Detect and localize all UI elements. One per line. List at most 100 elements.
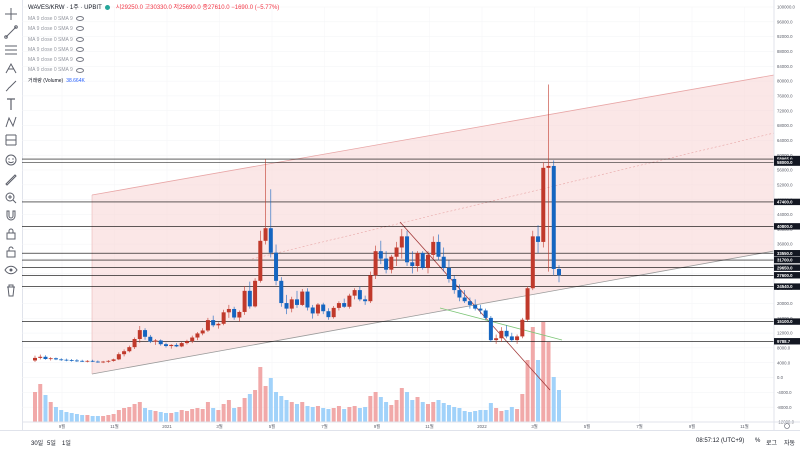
volume-bar: [226, 400, 231, 422]
timeframe-5d[interactable]: 5일: [47, 441, 56, 447]
y-tick-label: 72000.0: [777, 108, 793, 113]
horizontal-lines-icon[interactable]: [3, 42, 19, 58]
candle-body: [268, 228, 273, 253]
ruler-icon[interactable]: [3, 172, 19, 188]
y-tick-label: -8000.0: [777, 405, 792, 410]
percent-scale-button[interactable]: %: [755, 438, 761, 444]
x-tick-label: 3월: [531, 423, 537, 430]
y-tick-label: 80000.0: [777, 79, 793, 84]
volume-bar: [310, 407, 315, 422]
ma-legend-item[interactable]: MA 9 close 0 SMA 9: [28, 45, 348, 55]
volume-bar: [347, 407, 352, 422]
candle-body: [321, 304, 326, 312]
level-price-label: 9788.7: [777, 339, 791, 344]
candle-body: [295, 299, 299, 305]
candle-body: [405, 236, 410, 263]
candle-body: [541, 167, 546, 242]
volume-bar: [211, 408, 216, 422]
bottom-bar: 30일 5일 1일 08:57:12 (UTC+9) % 로그 자동: [0, 430, 800, 451]
visibility-eye-icon[interactable]: [75, 47, 84, 53]
visibility-eye-icon[interactable]: [75, 57, 84, 63]
x-tick-label: 11월: [740, 423, 748, 430]
pattern-icon[interactable]: [3, 114, 19, 130]
settings-gear-icon[interactable]: [784, 423, 790, 429]
lock-drawings-icon[interactable]: [3, 244, 19, 260]
candle-body: [389, 256, 394, 270]
level-price-tag: [774, 198, 800, 206]
trend-line-icon[interactable]: [3, 24, 19, 40]
zoom-in-icon[interactable]: [3, 190, 19, 206]
volume-bar: [473, 411, 478, 422]
auto-scale-button[interactable]: 자동: [784, 441, 796, 447]
volume-bar: [122, 408, 127, 422]
level-price-tag: [774, 264, 800, 271]
candle-body: [504, 330, 509, 337]
visibility-eye-icon[interactable]: [75, 67, 84, 73]
volume-bar: [415, 397, 420, 422]
log-scale-button[interactable]: 로그: [766, 441, 778, 447]
candle-body: [179, 343, 184, 347]
ma-legend-item[interactable]: MA 9 close 0 SMA 9: [28, 35, 348, 45]
timeframe-1d[interactable]: 1일: [62, 441, 71, 447]
volume-bar: [80, 415, 85, 422]
candle-body: [95, 361, 100, 363]
volume-bar: [509, 407, 514, 422]
volume-bar: [148, 410, 153, 422]
candle-body: [211, 320, 216, 326]
visibility-eye-icon[interactable]: [75, 26, 84, 32]
volume-bar: [64, 412, 69, 422]
candle-body: [331, 307, 336, 318]
candle-body: [499, 330, 504, 339]
ma-legend-list: MA 9 close 0 SMA 9 MA 9 close 0 SMA 9 MA 9…: [28, 14, 348, 76]
y-tick-label: 76000.0: [777, 94, 793, 99]
channel-lower-line: [91, 250, 775, 375]
trash-icon[interactable]: [3, 282, 19, 298]
market-status-dot: [104, 4, 110, 10]
volume-bar: [557, 390, 561, 422]
projection-icon[interactable]: [3, 132, 19, 148]
candle-body: [483, 310, 488, 318]
text-icon[interactable]: [3, 96, 19, 112]
eye-icon[interactable]: [3, 262, 19, 278]
ma-legend-item[interactable]: MA 9 close 0 SMA 9: [28, 65, 348, 75]
candle-body: [164, 344, 168, 347]
pitchfork-icon[interactable]: [3, 60, 19, 76]
candle-body: [258, 240, 263, 281]
emoji-icon[interactable]: [3, 152, 19, 168]
volume-bar: [352, 406, 357, 422]
volume-value: 38.664K: [66, 77, 85, 84]
volume-bar: [143, 408, 148, 422]
candle-body: [525, 288, 530, 320]
volume-bar: [494, 408, 499, 422]
volume-bar: [551, 377, 556, 422]
ma-legend-item[interactable]: MA 9 close 0 SMA 9: [28, 55, 348, 65]
candle-body: [399, 236, 404, 248]
magnet-icon[interactable]: [3, 208, 19, 224]
ma-legend-item[interactable]: MA 9 close 0 SMA 9: [28, 24, 348, 34]
drawing-toolbar: [0, 0, 23, 430]
visibility-eye-icon[interactable]: [75, 36, 84, 42]
price-chart[interactable]: 100000.0 96000.0 92000.0 88000.0 84000.0 8000…: [22, 0, 800, 430]
volume-bar: [111, 414, 116, 422]
candle-body: [426, 254, 430, 268]
candle-body: [184, 341, 189, 344]
visibility-eye-icon[interactable]: [75, 16, 84, 22]
price-axis[interactable]: 100000.0 96000.0 92000.0 88000.0 84000.0 8000…: [773, 0, 800, 430]
ma-legend-item[interactable]: MA 9 close 0 SMA 9: [28, 14, 348, 24]
candle-body: [143, 330, 148, 337]
volume-bar: [363, 407, 368, 422]
brush-icon[interactable]: [3, 78, 19, 94]
lock-icon[interactable]: [3, 226, 19, 242]
volume-bar: [336, 406, 341, 422]
volume-bar: [253, 390, 258, 422]
volume-bar: [43, 395, 48, 422]
candle-body: [284, 303, 289, 309]
timeframe-30d[interactable]: 30일: [31, 441, 44, 447]
crosshair-icon[interactable]: [3, 6, 19, 22]
volume-bar: [179, 410, 184, 422]
y-tick-label: 84000.0: [777, 64, 793, 69]
volume-bar: [488, 403, 493, 422]
time-axis[interactable]: 9월 11월 2021 3월 5월 7월 9월 11월 2022 3월 5월 7월 9월 11월: [22, 421, 800, 430]
level-price-label: 47400.0: [777, 200, 793, 205]
symbol-line: WAVES/KRW · 1주 · UPBIT 시29250.0 고30330.0 …: [28, 3, 348, 14]
